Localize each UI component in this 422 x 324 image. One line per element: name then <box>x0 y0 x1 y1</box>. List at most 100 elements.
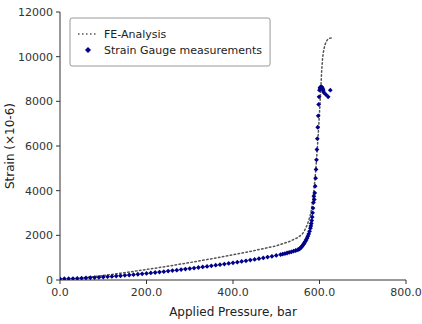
point <box>192 266 197 271</box>
point <box>314 167 319 172</box>
legend-swatch <box>78 33 98 35</box>
point <box>315 125 320 130</box>
x-axis-label: Applied Pressure, bar <box>169 305 297 319</box>
point <box>114 274 119 279</box>
point <box>326 94 331 99</box>
point <box>235 260 240 265</box>
point <box>84 276 89 280</box>
point <box>183 267 188 272</box>
point <box>62 276 67 280</box>
point <box>187 266 192 271</box>
y-tick-label: 4000 <box>25 185 53 198</box>
point <box>200 265 205 270</box>
legend-box <box>70 18 270 66</box>
point <box>239 259 244 264</box>
legend-label: FE-Analysis <box>104 28 167 41</box>
point <box>261 255 266 260</box>
point <box>244 258 249 263</box>
point <box>127 273 132 278</box>
point <box>270 254 275 259</box>
point <box>328 88 333 93</box>
legend: FE-Analysis Strain Gauge measurements <box>70 18 270 66</box>
point <box>122 273 127 278</box>
y-tick <box>56 190 60 191</box>
point <box>310 210 315 215</box>
point <box>131 272 136 277</box>
x-tick <box>146 280 147 284</box>
point <box>310 215 315 220</box>
point <box>88 275 93 280</box>
point <box>75 276 80 280</box>
point <box>311 206 316 211</box>
legend-swatch <box>85 47 91 53</box>
x-tick <box>60 280 61 284</box>
point <box>313 184 318 189</box>
plot-area <box>60 38 333 280</box>
x-tick-label: 0.0 <box>51 286 69 299</box>
y-tick-label: 0 <box>46 274 53 287</box>
fe-line <box>60 38 332 279</box>
x-tick-label: 800.0 <box>390 286 422 299</box>
x-tick <box>319 280 320 284</box>
point <box>101 275 106 280</box>
point <box>144 271 149 276</box>
point <box>157 270 162 275</box>
y-tick-label: 10000 <box>18 51 53 64</box>
point <box>205 264 210 269</box>
y-tick-label: 6000 <box>25 140 53 153</box>
x-tick-label: 600.0 <box>304 286 336 299</box>
point <box>313 176 318 181</box>
x-tick <box>233 280 234 284</box>
point <box>79 276 84 280</box>
y-tick-label: 12000 <box>18 6 53 19</box>
y-tick <box>56 101 60 102</box>
point <box>274 253 279 258</box>
point <box>312 191 317 196</box>
x-tick <box>406 280 407 284</box>
point <box>60 276 62 280</box>
point <box>316 113 321 118</box>
y-tick <box>56 56 60 57</box>
point <box>153 270 158 275</box>
x-tick-label: 400.0 <box>217 286 249 299</box>
x-tick-label: 200.0 <box>131 286 163 299</box>
point <box>231 260 236 265</box>
y-tick-label: 2000 <box>25 229 53 242</box>
chart: 0.0 200.0 400.0 600.0 800.0 0 2000 4000 6000 8000… <box>0 0 422 324</box>
point <box>166 269 171 274</box>
y-tick-label: 8000 <box>25 95 53 108</box>
point <box>71 276 76 280</box>
point <box>140 271 145 276</box>
point <box>315 136 320 141</box>
point <box>312 197 317 202</box>
point <box>148 271 153 276</box>
point <box>252 257 257 262</box>
point <box>97 275 102 280</box>
point <box>66 276 71 280</box>
point <box>135 272 140 277</box>
y-axis-label: Strain (×10-6) <box>3 103 17 189</box>
point <box>196 265 201 270</box>
point <box>317 94 322 99</box>
legend-item: FE-Analysis <box>78 28 167 41</box>
point <box>213 263 218 268</box>
point <box>179 267 184 272</box>
point <box>170 268 175 273</box>
point <box>314 157 319 162</box>
y-tick <box>56 235 60 236</box>
y-tick <box>56 146 60 147</box>
point <box>118 273 123 278</box>
point <box>226 261 231 266</box>
point <box>105 274 110 279</box>
y-tick <box>56 280 60 281</box>
point <box>174 268 179 273</box>
legend-item: Strain Gauge measurements <box>85 44 262 57</box>
point <box>161 269 166 274</box>
point <box>92 275 97 280</box>
point <box>315 147 320 152</box>
point <box>248 258 253 263</box>
y-tick <box>56 12 60 13</box>
legend-label: Strain Gauge measurements <box>104 44 262 57</box>
point <box>316 102 321 107</box>
axes: 0.0 200.0 400.0 600.0 800.0 0 2000 4000 6000 8000… <box>18 6 422 299</box>
